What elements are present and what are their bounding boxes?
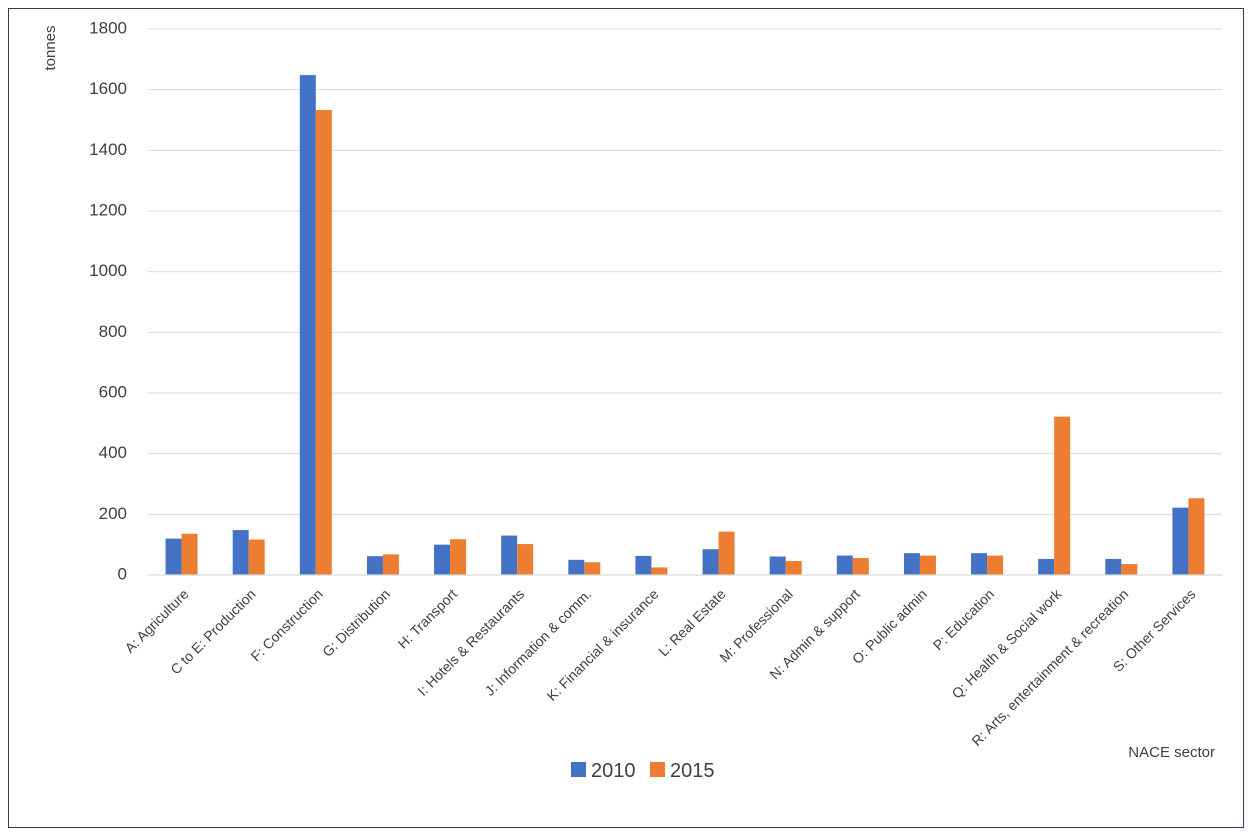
legend-label-2010: 2010 — [591, 760, 636, 782]
legend-label-2015: 2015 — [670, 760, 715, 782]
y-tick-label: 600 — [99, 382, 127, 401]
bar-2015-14 — [1054, 416, 1071, 575]
bar-2015-15 — [1121, 564, 1138, 575]
y-tick-label: 1600 — [89, 79, 127, 98]
x-category-label: G: Distribution — [319, 586, 393, 660]
y-axis-ticks: 0 200 400 600 800 1000 1200 1400 1600 1800 — [89, 18, 127, 583]
y-axis-title: tonnes — [42, 25, 59, 70]
bar-2015-7 — [584, 562, 601, 575]
bar-2015-3 — [315, 109, 332, 576]
bar-2010-6 — [501, 535, 518, 575]
y-tick-label: 200 — [99, 504, 127, 523]
bar-2015-16 — [1188, 498, 1205, 575]
bar-2015-11 — [852, 558, 869, 575]
y-tick-label: 1200 — [89, 200, 127, 219]
legend-item-2010: 2010 — [571, 760, 636, 782]
legend-swatch-2015 — [650, 762, 665, 777]
bar-2010-8 — [635, 555, 652, 575]
bar-2010-15 — [1105, 558, 1122, 575]
bar-2015-8 — [651, 567, 668, 575]
bar-2010-1 — [165, 538, 182, 575]
y-tick-label: 0 — [118, 564, 127, 583]
bars — [165, 75, 1205, 576]
bar-2015-13 — [987, 555, 1004, 575]
bar-2010-3 — [299, 75, 316, 576]
bar-2010-12 — [903, 553, 920, 575]
x-axis-title: NACE sector — [1128, 744, 1215, 761]
y-tick-label: 1800 — [89, 18, 127, 37]
bar-2015-12 — [919, 555, 936, 575]
bar-2015-6 — [517, 544, 534, 575]
x-category-label: A: Agriculture — [121, 586, 191, 656]
y-tick-label: 1400 — [89, 140, 127, 159]
x-category-label: H: Transport — [394, 586, 460, 652]
bar-2015-2 — [248, 539, 265, 575]
bar-2010-7 — [568, 559, 585, 575]
bar-2010-9 — [702, 549, 719, 575]
y-tick-label: 800 — [99, 322, 127, 341]
bar-2010-13 — [971, 553, 988, 575]
x-category-label: L: Real Estate — [655, 586, 729, 660]
bar-2010-5 — [434, 544, 451, 575]
bar-2010-2 — [232, 530, 249, 575]
bar-2010-10 — [769, 556, 786, 575]
bar-2010-16 — [1172, 507, 1189, 575]
y-tick-label: 400 — [99, 443, 127, 462]
x-category-label: F: Construction — [247, 586, 325, 664]
x-category-label: K: Financial & insurance — [543, 586, 661, 704]
bar-2010-14 — [1038, 558, 1055, 575]
x-category-label: Q: Health & Social work — [948, 585, 1065, 702]
y-tick-label: 1000 — [89, 261, 127, 280]
legend-item-2015: 2015 — [650, 760, 715, 782]
bar-2015-10 — [785, 561, 802, 575]
bar-2015-5 — [450, 539, 467, 575]
x-category-label: P: Education — [930, 586, 997, 653]
bar-2010-4 — [366, 556, 383, 575]
bar-2010-11 — [836, 555, 853, 575]
legend: 2010 2015 — [571, 760, 715, 782]
bar-2015-9 — [718, 531, 735, 575]
legend-swatch-2010 — [571, 762, 586, 777]
chart-frame — [8, 8, 1244, 828]
bar-2015-4 — [382, 554, 399, 575]
bar-2015-1 — [181, 533, 198, 575]
